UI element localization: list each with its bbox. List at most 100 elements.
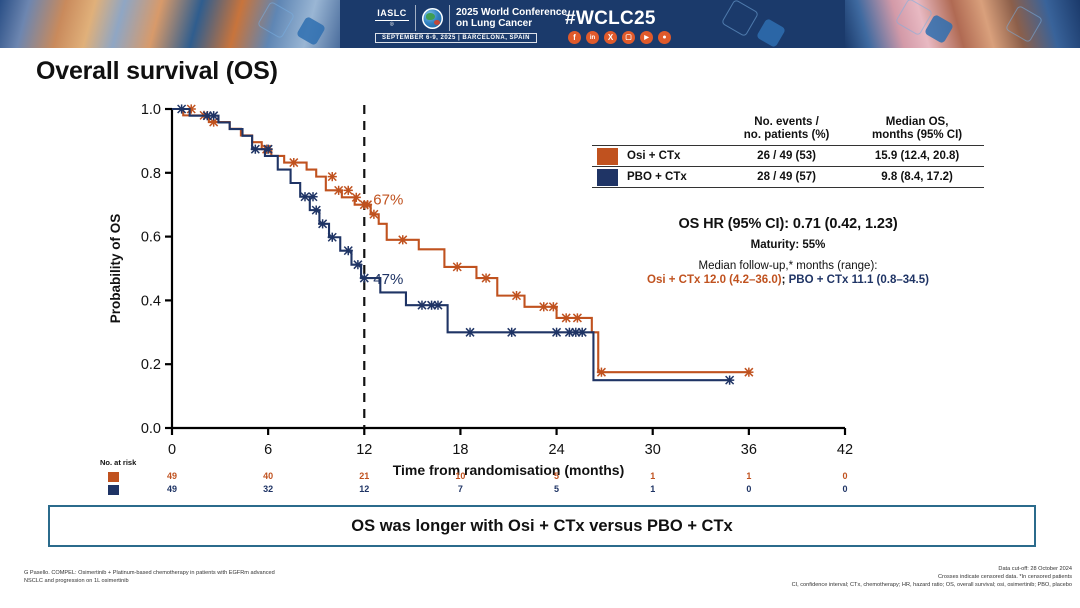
censor-mark [398, 235, 408, 245]
risk-value: 7 [457, 484, 463, 494]
logo-divider-2 [449, 5, 450, 31]
censor-mark [551, 327, 562, 337]
censor-mark [369, 209, 379, 219]
censor-mark [334, 185, 344, 195]
risk-swatch-pbo [108, 485, 119, 495]
censor-mark [263, 144, 273, 154]
legend-swatch-pbo [596, 168, 618, 186]
statistics-block: OS HR (95% CI): 0.71 (0.42, 1.23) Maturi… [592, 216, 984, 286]
risk-value: 12 [359, 484, 370, 494]
censor-mark [744, 367, 754, 377]
risk-row-pbo: 49 32 12 7 5 1 0 0 [100, 484, 980, 497]
data-cutoff-note: Data cut-off: 28 October 2024 [998, 566, 1072, 572]
censor-mark [577, 327, 587, 337]
notes-footer: Data cut-off: 28 October 2024 Crosses in… [602, 566, 1072, 589]
conference-banner: IASLC ◎ 2025 World Conference on Lung Ca… [0, 0, 1080, 48]
censor-mark [359, 273, 369, 283]
x-axis-label: Time from randomisation (months) [393, 462, 625, 478]
censor-mark [572, 313, 583, 323]
landmark-label-pbo: 47% [373, 271, 403, 288]
legend-table: No. events / no. patients (%) Median OS,… [592, 116, 984, 188]
censor-mark [250, 144, 260, 154]
risk-value: 1 [650, 471, 656, 481]
censor-mark [539, 302, 549, 312]
risk-row-osi: 49 40 21 10 5 1 1 0 [100, 471, 980, 484]
risk-value: 32 [263, 484, 274, 494]
wechat-icon[interactable]: ● [658, 31, 671, 44]
risk-value: 49 [166, 471, 177, 481]
censor-mark [511, 291, 522, 301]
censor-mark [452, 262, 462, 272]
social-links[interactable]: f in X ▢ ▶ ● [568, 31, 671, 44]
x-tick-label: 12 [356, 442, 372, 458]
conference-name-line1: 2025 World Conference [456, 7, 567, 18]
kaplan-meier-chart: 0.0 0.2 0.4 0.6 0.8 1.0 0 6 12 18 24 30 36 42 Time fro… [108, 102, 853, 478]
citation-footer: G Pasello. COMPEL: Osimertinib + Platinu… [24, 570, 444, 585]
x-tick-label: 18 [452, 442, 468, 458]
censor-mark [507, 327, 517, 337]
legend-header-events: No. events / no. patients (%) [743, 116, 830, 141]
followup-pbo: PBO + CTx 11.1 (0.8–34.5) [788, 274, 929, 286]
censor-mark [561, 313, 571, 323]
legend-events-osi: 26 / 49 (53) [723, 145, 851, 167]
x-icon[interactable]: X [604, 31, 617, 44]
legend-row-pbo: PBO + CTx 28 / 49 (57) 9.8 (8.4, 17.2) [592, 166, 984, 188]
y-tick-label: 0.6 [141, 230, 161, 246]
censor-mark [725, 375, 735, 385]
y-tick-label: 0.0 [141, 421, 161, 437]
risk-value: 5 [554, 471, 560, 481]
x-tick-label: 30 [645, 442, 661, 458]
risk-value: 0 [746, 484, 752, 494]
censor-mark [571, 327, 581, 337]
risk-swatch-osi [108, 472, 119, 482]
censor-mark [311, 205, 321, 215]
y-tick-label: 1.0 [141, 102, 161, 118]
censor-mark [417, 300, 427, 310]
followup-values: Osi + CTx 12.0 (4.2–36.0); PBO + CTx 11.… [592, 274, 984, 286]
y-tick-label: 0.8 [141, 166, 161, 182]
censor-mark [465, 327, 475, 337]
conference-name-line2: on Lung Cancer [456, 18, 533, 29]
legend-arm-osi: Osi + CTx [622, 145, 723, 167]
followup-separator: ; [781, 274, 789, 286]
legend-events-pbo: 28 / 49 (57) [723, 166, 851, 188]
instagram-icon[interactable]: ▢ [622, 31, 635, 44]
legend-row-osi: Osi + CTx 26 / 49 (53) 15.9 (12.4, 20.8) [592, 145, 984, 167]
censor-mark [564, 327, 574, 337]
conclusion-banner: OS was longer with Osi + CTx versus PBO … [48, 505, 1036, 547]
linkedin-icon[interactable]: in [586, 31, 599, 44]
censor-mark [327, 232, 337, 242]
followup-osi: Osi + CTx 12.0 (4.2–36.0) [647, 274, 782, 286]
youtube-icon[interactable]: ▶ [640, 31, 653, 44]
x-tick-label: 42 [837, 442, 853, 458]
globe-icon [422, 7, 443, 29]
censor-mark [177, 104, 187, 114]
censor-mark [351, 192, 361, 202]
conference-name: 2025 World Conference on Lung Cancer [456, 7, 567, 29]
x-tick-label: 36 [741, 442, 757, 458]
censor-mark [426, 300, 437, 310]
iaslc-wordmark: IASLC ◎ [375, 9, 409, 27]
y-tick-label: 0.2 [141, 357, 161, 373]
iaslc-divider [375, 20, 409, 21]
censor-mark [362, 200, 373, 210]
censor-mark [327, 172, 337, 182]
citation-line1: G Pasello. COMPEL: Osimertinib + Platinu… [24, 570, 275, 576]
iaslc-emblem: ◎ [389, 21, 395, 27]
facebook-icon[interactable]: f [568, 31, 581, 44]
conference-hashtag: #WCLC25 [565, 8, 656, 29]
followup-label: Median follow-up,* months (range): [698, 260, 878, 272]
maturity-text: Maturity: 55% [750, 239, 826, 251]
censor-mark [343, 246, 353, 256]
risk-value: 0 [842, 484, 848, 494]
x-tick-label: 24 [549, 442, 565, 458]
hazard-ratio-text: OS HR (95% CI): 0.71 (0.42, 1.23) [678, 216, 898, 232]
landmark-label-osi: 67% [373, 191, 403, 208]
legend-arm-pbo: PBO + CTx [622, 166, 723, 188]
conclusion-text: OS was longer with Osi + CTx versus PBO … [351, 516, 733, 535]
censor-mark [548, 302, 558, 312]
censor-mark [481, 273, 491, 283]
legend-swatch-osi [596, 147, 618, 165]
legend-header-median: Median OS, months (95% CI) [872, 116, 963, 141]
legend-median-osi: 15.9 (12.4, 20.8) [850, 145, 984, 167]
